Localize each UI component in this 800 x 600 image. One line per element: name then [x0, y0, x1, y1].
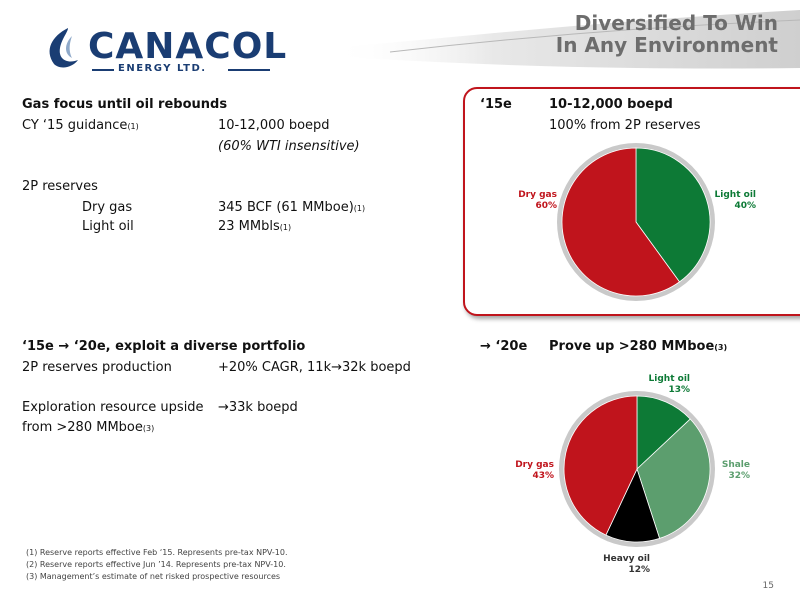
current-period: ‘15e: [480, 97, 512, 112]
logo-rule-left: [92, 69, 114, 71]
pie2-label-shale: Shale 32%: [710, 460, 750, 482]
pie2-label-dry-gas-name: Dry gas: [515, 460, 554, 470]
pie-chart-2015: [557, 143, 715, 301]
logo-subtitle: ENERGY LTD.: [118, 63, 207, 74]
pie2-slice-dry-gas: [563, 395, 638, 536]
future-period: → ‘20e: [480, 339, 528, 354]
pie2-label-light-oil-pct: 13%: [668, 385, 690, 395]
slide-title-line-1: Diversified To Win: [574, 11, 778, 35]
exploration-label-1: Exploration resource upside: [22, 400, 204, 415]
portfolio-heading: ‘15e → ‘20e, exploit a diverse portfolio: [22, 339, 306, 354]
pie1-label-light-oil-name: Light oil: [714, 190, 756, 200]
pie2-label-shale-pct: 32%: [728, 471, 750, 481]
dry-gas-label: Dry gas: [82, 200, 133, 215]
pie1-label-light-oil: Light oil 40%: [706, 190, 756, 212]
exploration-label-2-text: from >280 MMboe: [22, 420, 143, 435]
footnote-1: (1) Reserve reports effective Feb ‘15. R…: [26, 548, 288, 557]
guidance-footnote-ref: (1): [127, 122, 139, 131]
title-banner-graphic: [330, 10, 800, 69]
page-number: 15: [762, 581, 774, 591]
future-target-footnote-ref: (3): [714, 343, 728, 352]
pie2-slice-light-oil: [636, 395, 691, 470]
dry-gas-footnote-ref: (1): [353, 204, 366, 213]
guidance-label: CY ‘15 guidance(1): [22, 118, 139, 135]
footnote-3: (3) Management’s estimate of net risked …: [26, 572, 281, 581]
pie1-label-dry-gas-pct: 60%: [535, 201, 557, 211]
guidance-value: 10-12,000 boepd: [218, 118, 330, 133]
pie2-label-heavy-oil-name: Heavy oil: [603, 554, 650, 564]
light-oil-footnote-ref: (1): [279, 223, 292, 232]
dry-gas-value: 345 BCF (61 MMboe)(1): [218, 200, 365, 217]
pie2-label-light-oil-name: Light oil: [648, 374, 690, 384]
logo-wordmark: CANACOL: [88, 26, 288, 67]
exploration-value: →33k boepd: [218, 400, 298, 415]
dry-gas-value-text: 345 BCF (61 MMboe): [218, 200, 354, 215]
pie2-slice-shale: [636, 418, 711, 539]
light-oil-label: Light oil: [82, 219, 134, 234]
light-oil-value-text: 23 MMbls: [218, 219, 280, 234]
logo-rule-right: [228, 69, 270, 71]
light-oil-value: 23 MMbls(1): [218, 219, 291, 236]
slide-title-line-2: In Any Environment: [555, 33, 778, 57]
pie1-label-dry-gas-name: Dry gas: [518, 190, 557, 200]
canacol-logo-icon: [49, 28, 78, 68]
future-target-text: Prove up >280 MMboe: [549, 339, 715, 354]
pie2-label-light-oil: Light oil 13%: [640, 374, 690, 396]
exploration-footnote-ref: (3): [142, 424, 155, 433]
slide-title: Diversified To Win In Any Environment: [556, 12, 778, 56]
production-label: 2P reserves production: [22, 360, 172, 375]
pie1-label-dry-gas: Dry gas 60%: [517, 190, 557, 212]
pie2-label-dry-gas: Dry gas 43%: [512, 460, 554, 482]
guidance-label-text: CY ‘15 guidance: [22, 118, 128, 133]
pie2-label-heavy-oil: Heavy oil 12%: [598, 554, 650, 576]
pie2-label-shale-name: Shale: [721, 460, 750, 470]
guidance-note: (60% WTI insensitive): [218, 139, 360, 154]
pie1-slice-light-oil: [635, 147, 711, 283]
exploration-label-2: from >280 MMboe(3): [22, 420, 154, 437]
pie2-label-heavy-oil-pct: 12%: [628, 565, 650, 575]
gas-focus-heading: Gas focus until oil rebounds: [22, 97, 228, 112]
future-target: Prove up >280 MMboe(3): [549, 339, 727, 356]
pie-chart-2020: [559, 391, 715, 547]
reserves-label: 2P reserves: [22, 179, 98, 194]
production-value: +20% CAGR, 11k→32k boepd: [218, 360, 411, 375]
footnote-2: (2) Reserve reports effective Jun ’14. R…: [26, 560, 286, 569]
current-production-sub: 100% from 2P reserves: [549, 118, 701, 133]
pie1-slice-dry-gas: [561, 147, 681, 297]
pie1-label-light-oil-pct: 40%: [734, 201, 756, 211]
pie2-label-dry-gas-pct: 43%: [532, 471, 554, 481]
current-production-value: 10-12,000 boepd: [549, 97, 673, 112]
